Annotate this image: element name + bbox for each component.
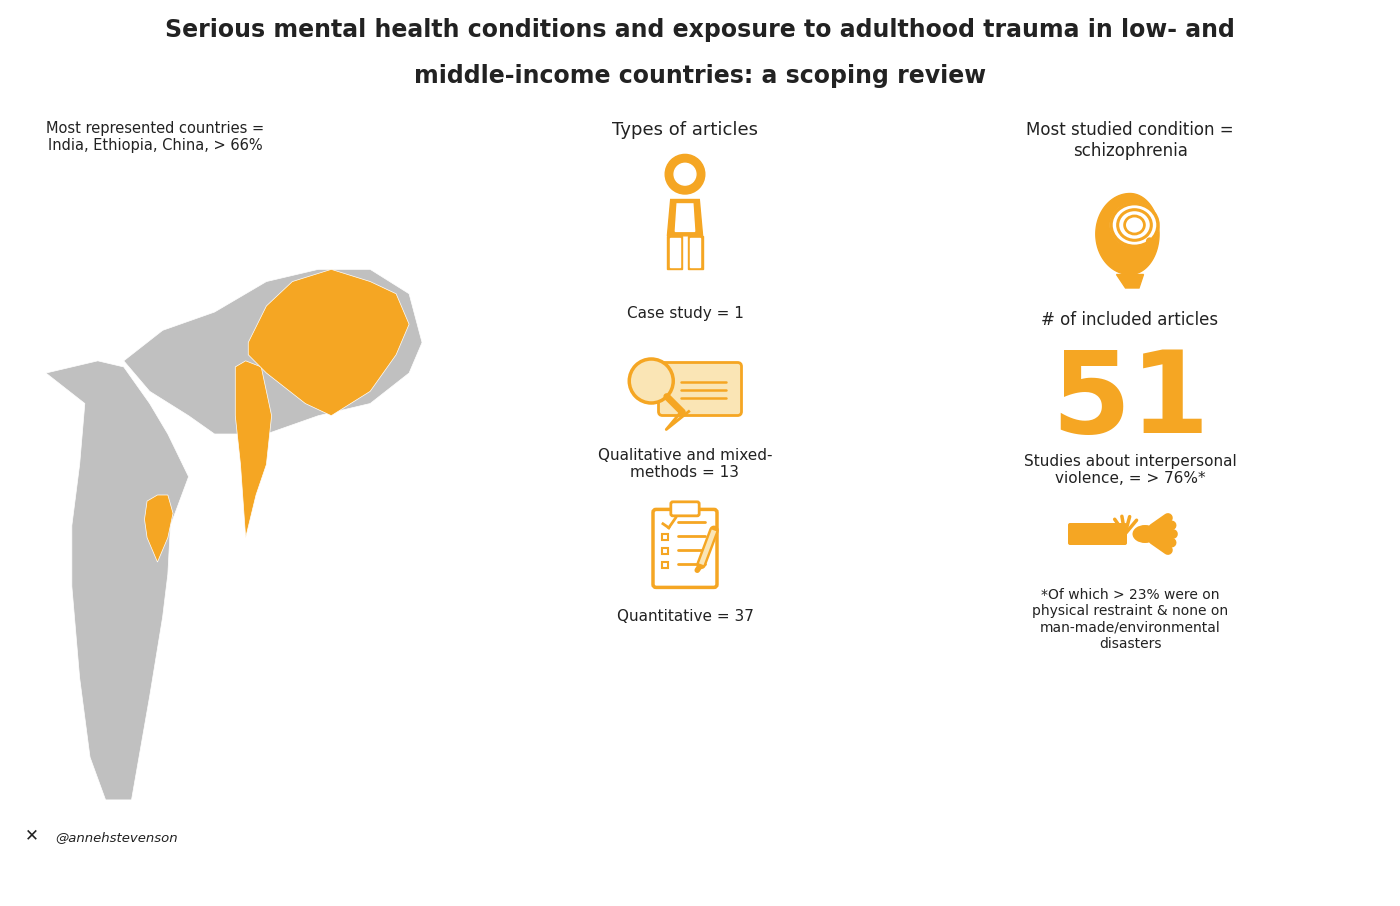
Circle shape bbox=[1147, 238, 1154, 245]
Polygon shape bbox=[675, 204, 694, 231]
FancyBboxPatch shape bbox=[662, 548, 668, 554]
Polygon shape bbox=[668, 199, 703, 236]
Text: ✕: ✕ bbox=[25, 826, 39, 844]
Text: middle-income countries: a scoping review: middle-income countries: a scoping revie… bbox=[414, 64, 986, 88]
Circle shape bbox=[629, 359, 673, 403]
Polygon shape bbox=[687, 236, 703, 269]
FancyBboxPatch shape bbox=[671, 502, 699, 516]
Polygon shape bbox=[1117, 275, 1144, 288]
Polygon shape bbox=[690, 238, 700, 266]
Text: Qualitative and mixed-
methods = 13: Qualitative and mixed- methods = 13 bbox=[598, 448, 773, 480]
Polygon shape bbox=[123, 269, 421, 434]
Polygon shape bbox=[1096, 194, 1159, 275]
Circle shape bbox=[675, 163, 696, 185]
Text: Case study = 1: Case study = 1 bbox=[627, 306, 743, 321]
Polygon shape bbox=[248, 269, 409, 416]
Polygon shape bbox=[668, 236, 682, 269]
Polygon shape bbox=[46, 361, 189, 800]
Text: *Of which > 23% were on
physical restraint & none on
man-made/environmental
disa: *Of which > 23% were on physical restrai… bbox=[1032, 588, 1228, 651]
Text: Quantitative = 37: Quantitative = 37 bbox=[616, 609, 753, 624]
Polygon shape bbox=[235, 361, 272, 537]
Text: # of included articles: # of included articles bbox=[1042, 311, 1218, 329]
Text: Serious mental health conditions and exposure to adulthood trauma in low- and: Serious mental health conditions and exp… bbox=[165, 18, 1235, 42]
Circle shape bbox=[665, 154, 704, 194]
Text: 51: 51 bbox=[1051, 346, 1210, 457]
Polygon shape bbox=[144, 495, 174, 562]
FancyBboxPatch shape bbox=[1068, 523, 1127, 545]
FancyBboxPatch shape bbox=[652, 509, 717, 587]
Text: Most studied condition =
schizophrenia: Most studied condition = schizophrenia bbox=[1026, 121, 1233, 159]
Text: @annehstevenson: @annehstevenson bbox=[55, 831, 178, 844]
Text: Types of articles: Types of articles bbox=[612, 121, 757, 139]
Polygon shape bbox=[666, 411, 689, 429]
Text: Most represented countries =
India, Ethiopia, China, > 66%: Most represented countries = India, Ethi… bbox=[46, 121, 265, 153]
Ellipse shape bbox=[1133, 525, 1158, 543]
FancyBboxPatch shape bbox=[662, 534, 668, 540]
Text: Studies about interpersonal
violence, = > 76%*: Studies about interpersonal violence, = … bbox=[1023, 454, 1236, 487]
FancyBboxPatch shape bbox=[658, 362, 742, 416]
FancyBboxPatch shape bbox=[662, 562, 668, 568]
Ellipse shape bbox=[1110, 203, 1159, 247]
Polygon shape bbox=[669, 238, 680, 266]
